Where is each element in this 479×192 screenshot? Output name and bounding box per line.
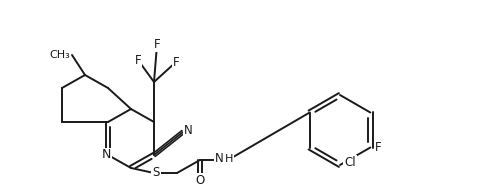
Text: CH₃: CH₃ <box>49 50 70 60</box>
Text: H: H <box>225 154 233 164</box>
Text: F: F <box>135 54 141 66</box>
Text: O: O <box>195 174 205 186</box>
Text: Cl: Cl <box>344 156 356 169</box>
Text: F: F <box>154 39 160 51</box>
Text: N: N <box>183 123 193 137</box>
Text: N: N <box>215 151 223 165</box>
Text: F: F <box>173 55 179 69</box>
Text: N: N <box>102 148 111 161</box>
Text: S: S <box>152 166 160 180</box>
Text: F: F <box>375 141 382 154</box>
